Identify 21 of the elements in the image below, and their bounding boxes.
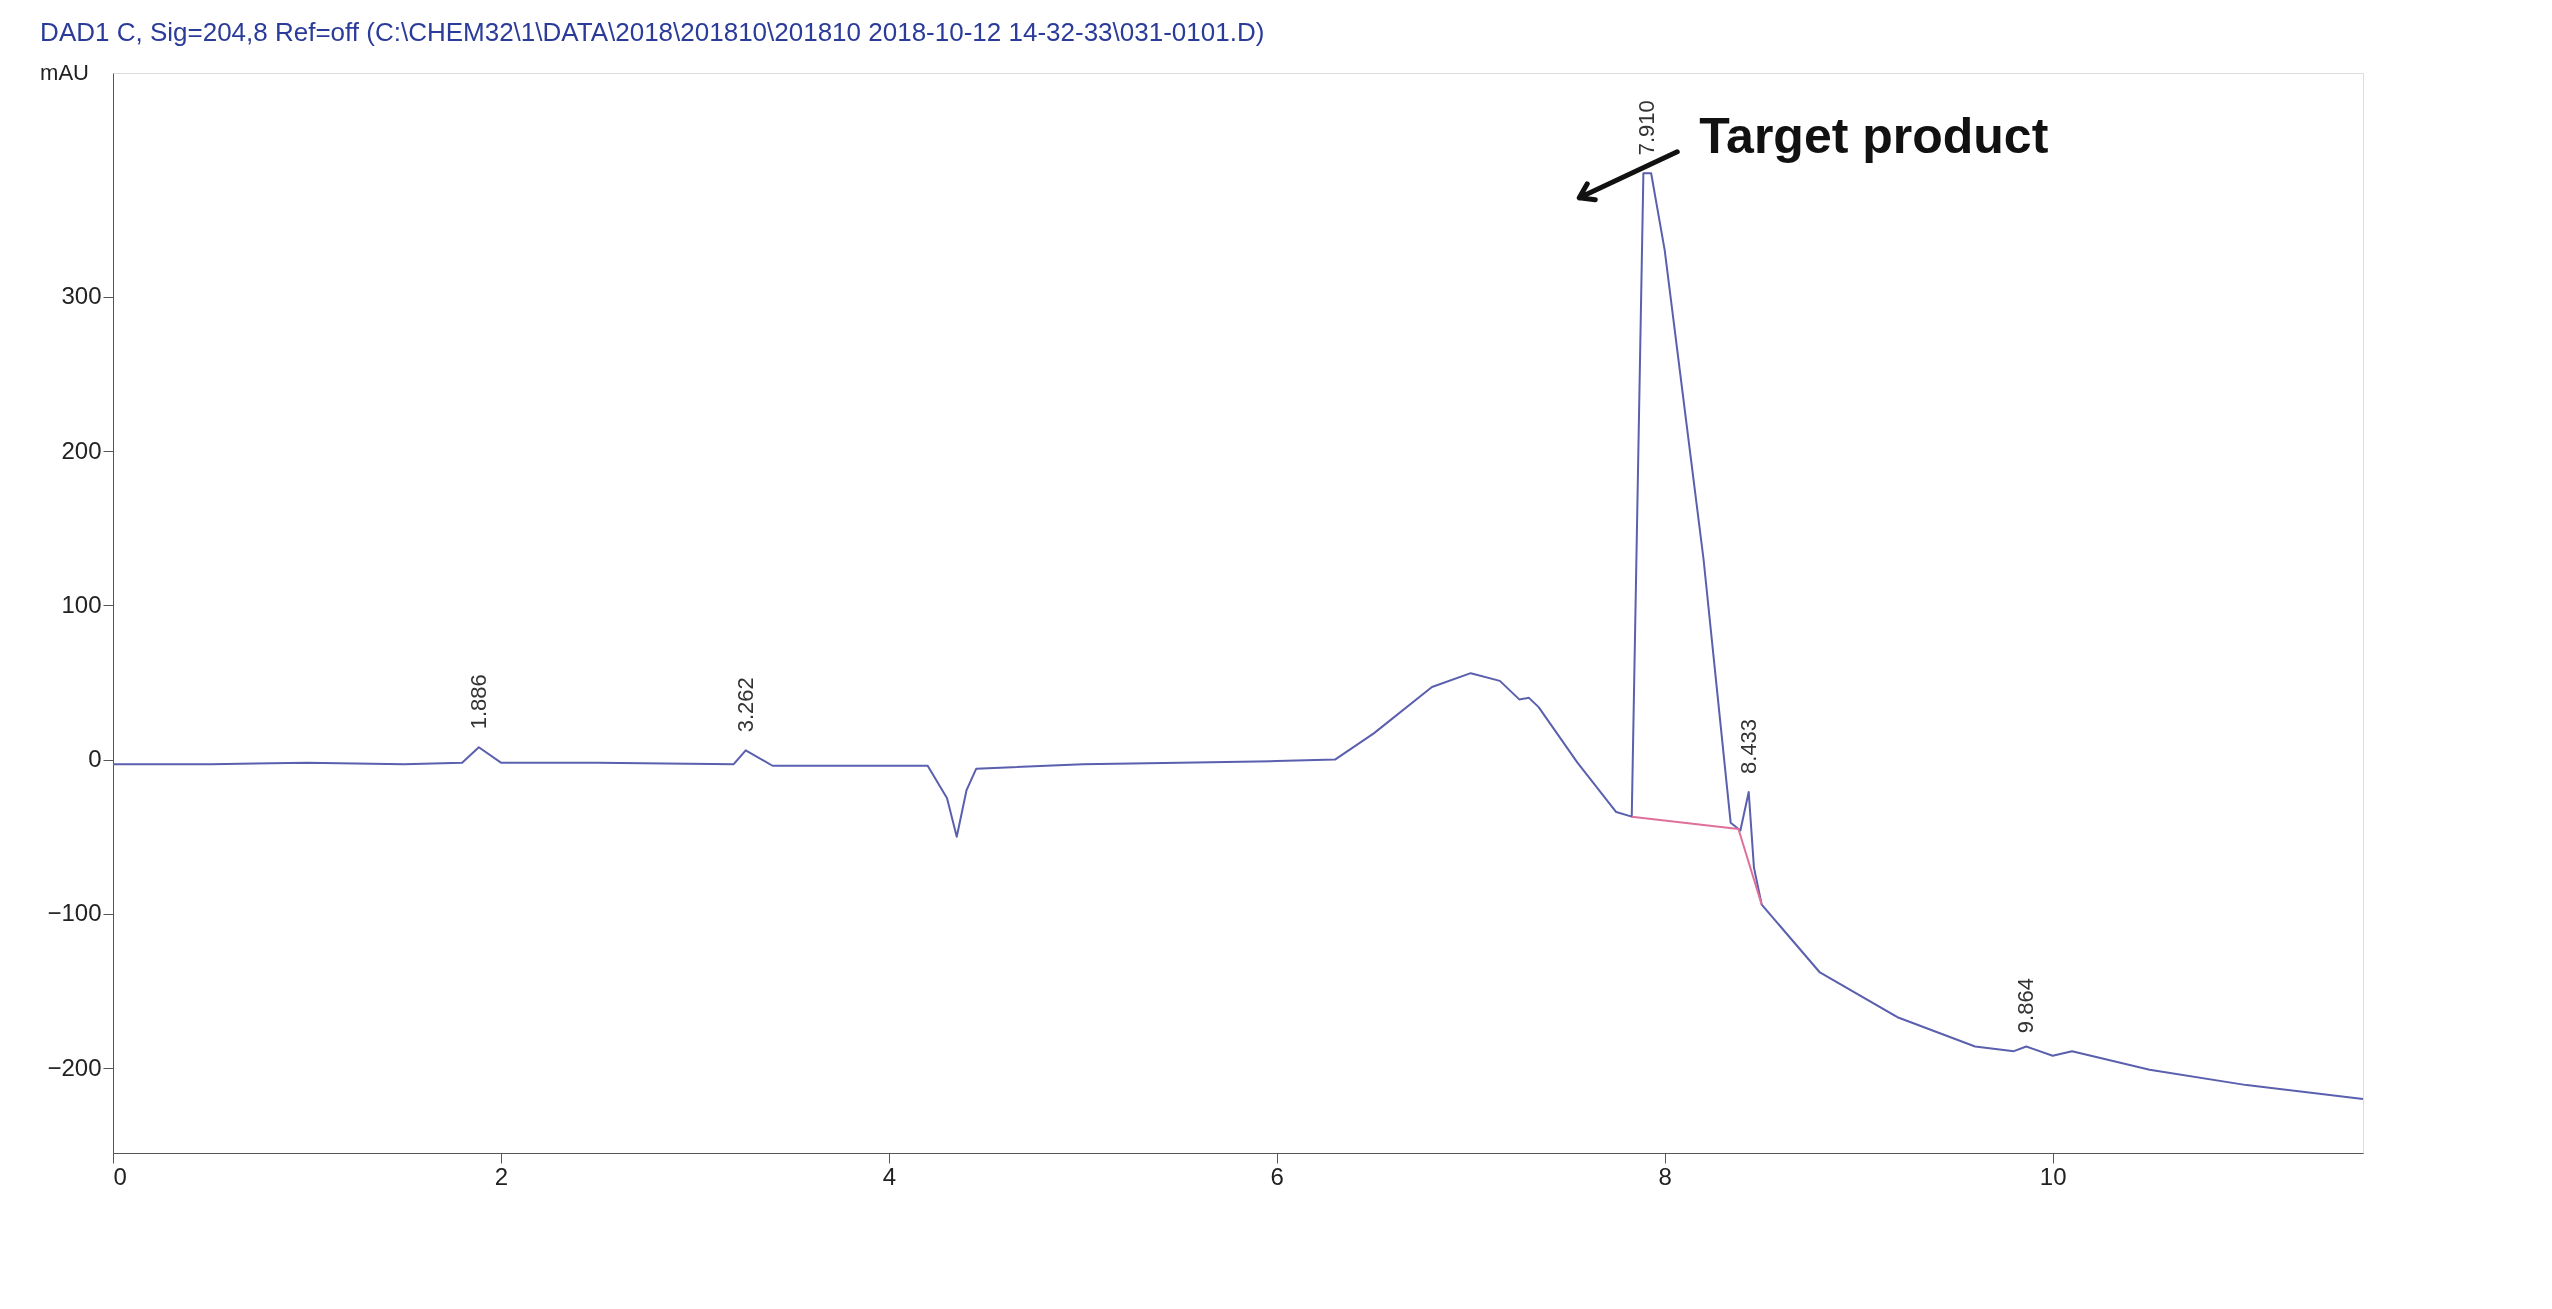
line-series: [112, 172, 2364, 1100]
chart-title: DAD1 C, Sig=204,8 Ref=off (C:\CHEM32\1\DATA\2018\201810\201810 2018-10-12 14-32-33\031-0101.D): [40, 17, 1265, 47]
annotation: 8.433: [1735, 718, 1761, 774]
y-axis-title: mAU: [40, 60, 89, 85]
annotation: 7.910: [1634, 100, 1660, 156]
annotation: 3.262: [732, 677, 758, 733]
annotation: 1.886: [465, 674, 491, 730]
annotation: Target product: [1699, 107, 2049, 164]
x-tick-label: 2: [494, 1162, 509, 1190]
x-tick-label: 8: [1658, 1162, 1672, 1190]
x-tick-label: 4: [882, 1162, 897, 1190]
x-tick-label: 10: [2039, 1162, 2067, 1190]
x-tick-label: 0: [113, 1162, 127, 1190]
y-tick-label: 300: [61, 282, 102, 310]
y-tick-label: −200: [47, 1053, 102, 1081]
y-tick-label: 100: [61, 590, 102, 618]
y-tick-label: 200: [61, 436, 102, 464]
x-tick-label: 6: [1270, 1162, 1284, 1190]
y-tick-label: 0: [88, 745, 102, 773]
y-tick-label: −100: [47, 899, 102, 927]
annotation: 9.864: [2013, 978, 2039, 1034]
